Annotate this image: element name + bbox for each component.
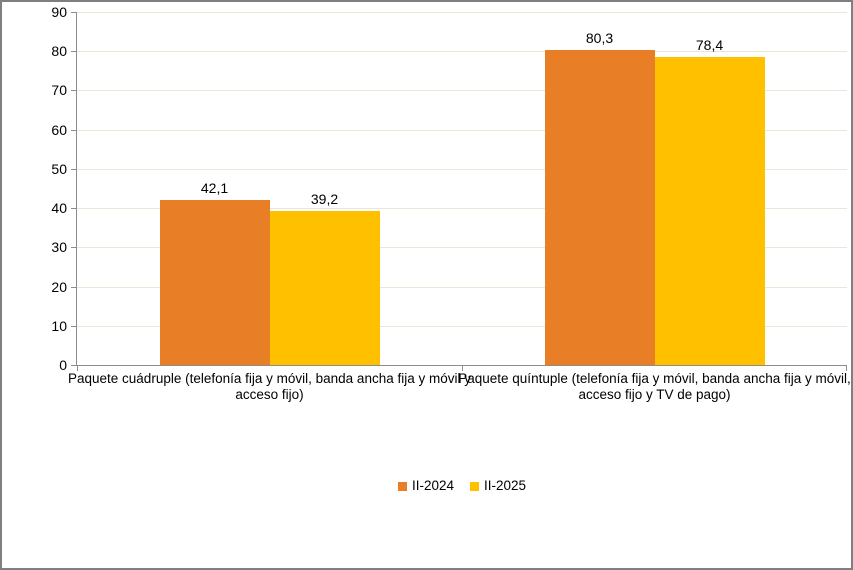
category-label-quintuple: Paquete quíntuple (telefonía fija y móvi…	[458, 371, 851, 402]
y-axis-tick	[71, 365, 76, 366]
bar-ii-2025	[269, 211, 380, 365]
gridline	[77, 325, 847, 327]
y-axis-tick	[71, 325, 76, 327]
legend-label: II-2025	[484, 478, 527, 493]
y-axis-tick	[71, 286, 76, 288]
y-axis-tick-label: 30	[51, 239, 67, 256]
gridline	[77, 208, 847, 210]
y-axis-tick-label: 80	[51, 43, 67, 60]
x-axis-line	[77, 365, 847, 366]
gridline	[77, 51, 847, 53]
y-axis-line	[76, 12, 77, 366]
gridline	[77, 129, 847, 131]
y-axis-tick	[71, 247, 76, 249]
y-axis-tick	[71, 168, 76, 170]
legend: II-2024 II-2025	[77, 478, 847, 494]
y-axis-tick	[71, 51, 76, 53]
bar-ii-2024	[159, 199, 270, 365]
y-axis-tick-label: 10	[51, 317, 67, 334]
y-axis-tick-label: 50	[51, 160, 67, 177]
bar-value-label: 39,2	[310, 191, 339, 208]
legend-label: II-2024	[411, 478, 454, 493]
gridline	[77, 168, 847, 170]
gridline	[77, 247, 847, 249]
y-axis-tick	[71, 129, 76, 131]
x-axis-tick	[462, 366, 463, 371]
category-label-cuadruple: Paquete cuádruple (telefonía fija y móvi…	[68, 371, 471, 402]
x-axis-tick	[846, 366, 847, 371]
gridline	[77, 90, 847, 92]
legend-swatch-ii-2024-icon	[397, 481, 407, 491]
gridline	[77, 286, 847, 288]
y-axis-tick	[71, 208, 76, 210]
legend-item-ii-2024: II-2024	[397, 478, 454, 494]
y-axis-tick-label: 70	[51, 82, 67, 99]
x-axis-tick	[77, 366, 78, 371]
bar-ii-2024	[544, 50, 655, 365]
y-axis-tick-label: 40	[51, 200, 67, 217]
bar-value-label: 42,1	[200, 179, 229, 196]
y-axis-tick-label: 0	[59, 357, 67, 373]
bar-value-label: 80,3	[585, 30, 614, 47]
legend-swatch-ii-2025-icon	[470, 481, 479, 491]
gridline	[77, 12, 847, 13]
y-axis-tick-label: 90	[51, 4, 67, 20]
y-axis-tick	[71, 12, 76, 13]
y-axis-tick-label: 60	[51, 121, 67, 138]
legend-item-ii-2025: II-2025	[470, 478, 526, 494]
y-axis-tick	[71, 90, 76, 92]
bar-value-label: 78,4	[695, 37, 724, 54]
y-axis-tick-label: 20	[51, 278, 67, 295]
bar-ii-2025	[654, 57, 765, 365]
